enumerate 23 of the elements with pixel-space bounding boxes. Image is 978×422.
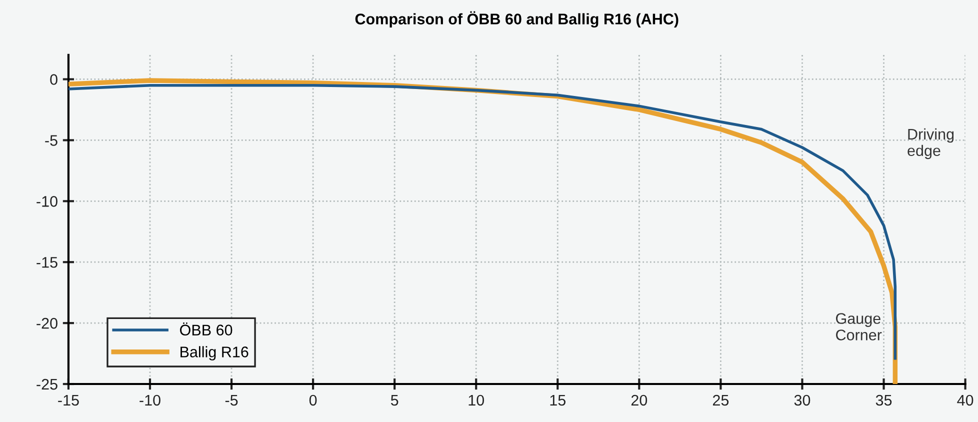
annotation: Driving edge <box>908 128 954 160</box>
y-tick-label: -15 <box>36 257 58 268</box>
x-tick-label: 0 <box>309 394 317 406</box>
x-tick-label: 5 <box>390 395 398 406</box>
x-tick-label: 20 <box>631 394 648 406</box>
annotation: Gauge Corner <box>836 313 882 340</box>
y-tick-label: 0 <box>50 74 58 85</box>
y-tick-label: -25 <box>36 378 58 390</box>
x-tick-label: -10 <box>140 394 160 406</box>
y-tick-label: -10 <box>36 196 58 207</box>
x-tick-label: 10 <box>468 394 484 406</box>
x-tick-label: 15 <box>550 395 566 406</box>
x-tick-label: 40 <box>957 394 974 406</box>
x-tick-label: -5 <box>225 395 238 406</box>
legend-label: Ballig R16 <box>180 346 248 360</box>
legend-label: ÖBB 60 <box>180 322 232 336</box>
x-tick-label: 30 <box>794 394 810 406</box>
x-tick-label: 35 <box>876 394 892 406</box>
x-tick-label: 25 <box>712 394 729 406</box>
x-tick-label: -15 <box>58 395 79 406</box>
chart-title: Comparison of ÖBB 60 and Ballig R16 (AHC) <box>355 11 678 28</box>
y-tick-label: -20 <box>36 318 58 329</box>
y-tick-label: -5 <box>45 135 58 146</box>
